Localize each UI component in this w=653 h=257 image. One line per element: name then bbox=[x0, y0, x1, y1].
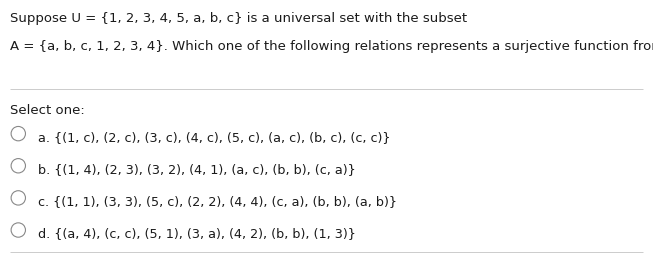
Text: Select one:: Select one: bbox=[10, 104, 85, 117]
Text: Suppose U = {1, 2, 3, 4, 5, a, b, c} is a universal set with the subset: Suppose U = {1, 2, 3, 4, 5, a, b, c} is … bbox=[10, 12, 468, 25]
Text: A = {a, b, c, 1, 2, 3, 4}. Which one of the following relations represents a sur: A = {a, b, c, 1, 2, 3, 4}. Which one of … bbox=[10, 40, 653, 53]
Text: b. {(1, 4), (2, 3), (3, 2), (4, 1), (a, c), (b, b), (c, a)}: b. {(1, 4), (2, 3), (3, 2), (4, 1), (a, … bbox=[38, 163, 356, 176]
Text: d. {(a, 4), (c, c), (5, 1), (3, a), (4, 2), (b, b), (1, 3)}: d. {(a, 4), (c, c), (5, 1), (3, a), (4, … bbox=[38, 227, 356, 241]
Text: a. {(1, c), (2, c), (3, c), (4, c), (5, c), (a, c), (b, c), (c, c)}: a. {(1, c), (2, c), (3, c), (4, c), (5, … bbox=[38, 131, 390, 144]
Text: c. {(1, 1), (3, 3), (5, c), (2, 2), (4, 4), (c, a), (b, b), (a, b)}: c. {(1, 1), (3, 3), (5, c), (2, 2), (4, … bbox=[38, 195, 397, 208]
